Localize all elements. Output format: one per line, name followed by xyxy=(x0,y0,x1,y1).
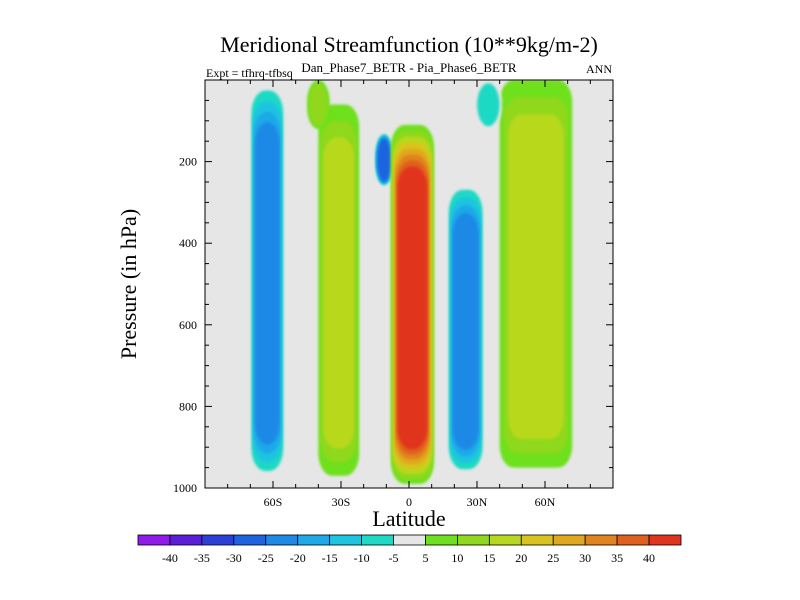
contour-fills xyxy=(250,80,573,484)
colorbar-label: -15 xyxy=(322,551,338,565)
colorbar-swatch xyxy=(265,534,299,546)
colorbar-swatch xyxy=(393,534,426,546)
colorbar-swatch xyxy=(425,534,458,546)
chart-title: Meridional Streamfunction (10**9kg/m-2) xyxy=(220,32,598,57)
colorbar-label: -20 xyxy=(290,551,306,565)
colorbar-label: -30 xyxy=(226,551,242,565)
region-sh-high-lat-negative xyxy=(250,80,285,480)
colorbar-label: 25 xyxy=(547,551,559,565)
colorbar-swatch xyxy=(648,534,682,546)
y-tick-label: 200 xyxy=(179,155,197,169)
colorbar-label: -25 xyxy=(258,551,274,565)
y-tick-label: 1000 xyxy=(173,481,197,495)
contour-band xyxy=(508,114,564,440)
x-tick-label: 60N xyxy=(535,495,556,509)
contour-band xyxy=(397,166,428,450)
colorbar-label: -35 xyxy=(194,551,210,565)
colorbar-swatch xyxy=(520,534,554,546)
colorbar-label: 35 xyxy=(611,551,623,565)
y-axis-label: Pressure (in hPa) xyxy=(116,209,141,359)
contour-band xyxy=(308,83,328,127)
x-axis: 60S 30S 0 30N 60N xyxy=(204,80,614,509)
contour-band xyxy=(477,83,500,127)
plot-area xyxy=(204,79,614,489)
region-nh-upper-small-negative xyxy=(474,80,502,129)
colorbar-label: -10 xyxy=(354,551,370,565)
colorbar-label: 15 xyxy=(483,551,495,565)
season-note: ANN xyxy=(586,62,612,76)
region-nh-mid-lat-positive xyxy=(499,80,573,468)
y-tick-label: 600 xyxy=(179,318,197,332)
colorbar-swatch xyxy=(137,534,171,546)
region-tropical-hadley-positive xyxy=(390,124,434,484)
colorbar-swatch xyxy=(297,534,331,546)
x-tick-label: 30S xyxy=(332,495,351,509)
colorbar-label: -40 xyxy=(162,551,178,565)
contour-band xyxy=(377,138,391,182)
colorbar-label: 30 xyxy=(579,551,591,565)
y-tick-label: 800 xyxy=(179,399,197,413)
y-tick-label: 400 xyxy=(179,236,197,250)
colorbar-swatch xyxy=(457,534,490,546)
colorbar-label: 5 xyxy=(422,551,428,565)
region-sh-upper-small-positive xyxy=(307,80,330,129)
region-sh-upper-negative xyxy=(375,133,394,187)
x-tick-label: 30N xyxy=(467,495,488,509)
colorbar-swatch xyxy=(552,534,586,546)
region-nh-subtropical-negative xyxy=(447,182,484,476)
colorbar: -40 -35 -30 -25 -20 -15 -10 -5 5 10 15 20 25 30 35 40 xyxy=(137,534,682,565)
experiment-note: Expt = tfhrq-tfbsq xyxy=(206,66,293,80)
colorbar-label: 20 xyxy=(515,551,527,565)
y-axis: 200 400 600 800 1000 xyxy=(173,79,613,495)
x-axis-label: Latitude xyxy=(372,506,445,531)
colorbar-label: 40 xyxy=(643,551,655,565)
colorbar-swatch xyxy=(488,534,522,546)
x-tick-label: 60S xyxy=(264,495,283,509)
region-sh-mid-lat-positive xyxy=(318,104,360,476)
colorbar-swatch xyxy=(616,534,650,546)
colorbar-swatch xyxy=(233,534,267,546)
colorbar-swatch xyxy=(329,534,362,546)
x-tick-label: 0 xyxy=(406,495,412,509)
contour-band xyxy=(323,137,355,449)
colorbar-label: 10 xyxy=(451,551,463,565)
colorbar-swatch xyxy=(361,534,394,546)
colorbar-swatch xyxy=(584,534,618,546)
colorbar-swatch xyxy=(169,534,203,546)
chart-subtitle: Dan_Phase7_BETR - Pia_Phase6_BETR xyxy=(301,60,517,75)
contour-band xyxy=(452,213,479,450)
colorbar-swatch xyxy=(201,534,235,546)
contour-band xyxy=(255,122,280,445)
colorbar-label: -5 xyxy=(389,551,399,565)
